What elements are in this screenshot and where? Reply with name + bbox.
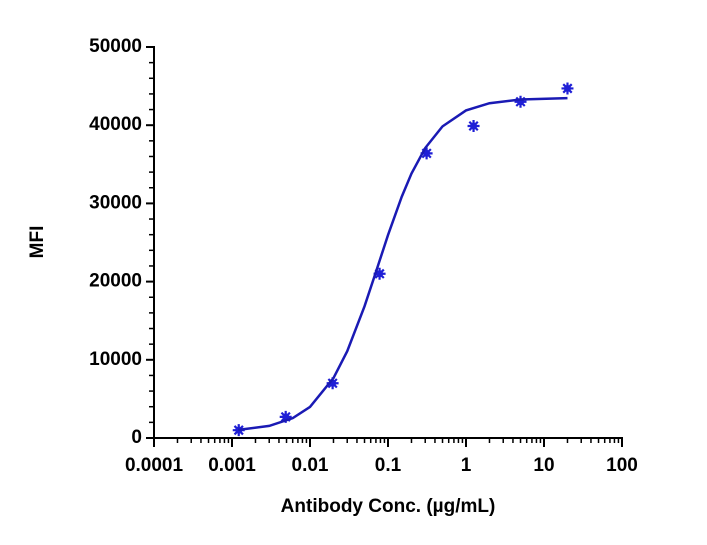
data-point — [514, 95, 527, 108]
x-tick-label: 1 — [461, 455, 472, 476]
point-star — [514, 95, 527, 108]
y-axis-label: MFI — [27, 226, 48, 259]
point-star — [279, 410, 292, 423]
y-tick-label: 0 — [131, 427, 142, 448]
point-star — [467, 119, 480, 132]
x-tick-label: 10 — [533, 455, 554, 476]
x-axis-label: Antibody Conc. (µg/mL) — [281, 496, 496, 517]
x-tick-label: 0.001 — [208, 455, 256, 476]
data-point — [467, 119, 480, 132]
x-tick-label: 0.1 — [375, 455, 402, 476]
x-tick-label: 100 — [606, 455, 638, 476]
point-star — [373, 267, 386, 280]
y-tick-label: 50000 — [89, 36, 142, 57]
point-star — [420, 147, 433, 160]
fit-curve — [238, 96, 568, 432]
x-tick-label: 0.01 — [292, 455, 329, 476]
y-tick-label: 20000 — [89, 271, 142, 292]
point-star — [326, 377, 339, 390]
data-point — [420, 147, 433, 160]
y-tick-label: 10000 — [89, 349, 142, 370]
y-tick-label: 30000 — [89, 192, 142, 213]
y-tick-label: 40000 — [89, 114, 142, 135]
x-tick-label: 0.0001 — [125, 455, 184, 476]
point-star — [561, 82, 574, 95]
data-point — [561, 82, 574, 95]
data-point — [373, 267, 386, 280]
